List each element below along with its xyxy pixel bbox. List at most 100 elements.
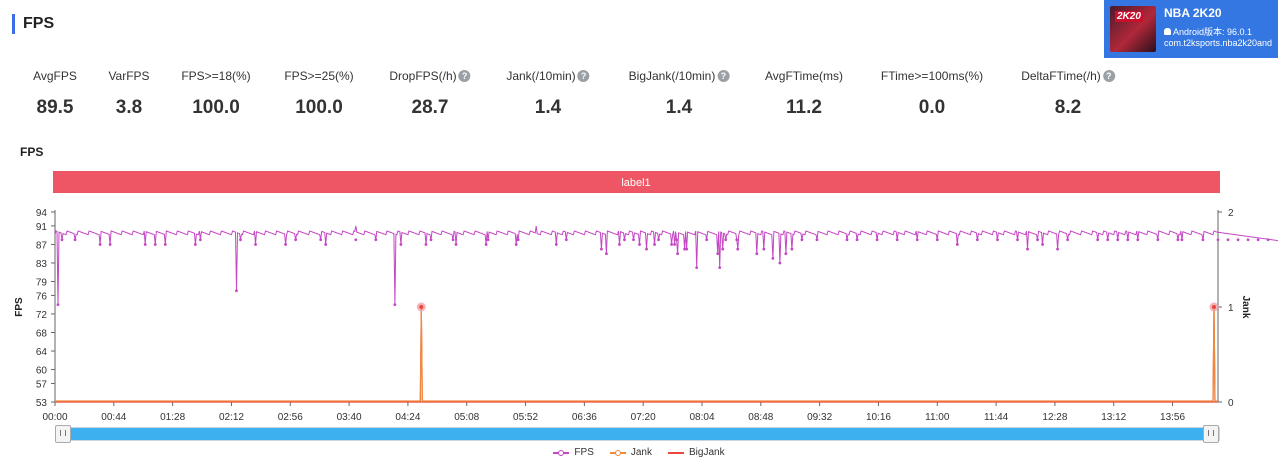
fps-dip-point bbox=[623, 238, 626, 242]
metric-label: DropFPS(/h)? bbox=[389, 68, 471, 84]
fps-dip-point bbox=[254, 243, 257, 246]
fps-dip-point bbox=[143, 243, 147, 246]
fps-dip-point bbox=[632, 238, 635, 242]
legend-item[interactable]: Jank bbox=[609, 447, 652, 458]
fps-chart[interactable]: label1 53 57 60 64 68 72 76 79 83 87 91 94 0 1 2 00:00 00… bbox=[0, 165, 1278, 430]
x-tick-label: 08:04 bbox=[689, 412, 714, 423]
slider-end-handle[interactable] bbox=[1203, 425, 1219, 443]
page-title: FPS bbox=[12, 14, 54, 34]
fps-dip-point bbox=[683, 247, 687, 251]
legend-item[interactable]: FPS bbox=[553, 447, 594, 458]
metric-5: Jank(/10min)? 1.4 bbox=[506, 68, 590, 119]
metric-1: VarFPS 3.8 bbox=[108, 68, 149, 119]
metric-value: 28.7 bbox=[411, 97, 449, 118]
fps-dip-point bbox=[239, 238, 242, 242]
fps-dip-point bbox=[1246, 238, 1250, 242]
fps-dip-point bbox=[815, 238, 819, 242]
fps-dip-point bbox=[695, 266, 699, 270]
fps-dip-point bbox=[784, 252, 788, 256]
fps-dip-point bbox=[56, 303, 60, 307]
fps-dip-point bbox=[736, 247, 740, 251]
app-os-text: Android版本: 96.0.1 bbox=[1173, 27, 1253, 37]
fps-dip-point bbox=[618, 243, 621, 246]
fps-dip-point bbox=[1016, 238, 1019, 242]
y-tick-label: 91 bbox=[36, 222, 48, 233]
time-range-slider[interactable] bbox=[55, 427, 1220, 441]
y2-tick-label: 2 bbox=[1228, 208, 1234, 219]
fps-dip-point bbox=[163, 243, 167, 246]
fps-dip-point bbox=[778, 261, 782, 265]
metric-label-text: AvgFTime(ms) bbox=[765, 69, 843, 83]
jank-event-point bbox=[1211, 305, 1216, 309]
metric-label-text: DropFPS(/h) bbox=[389, 69, 457, 83]
fps-dip-point bbox=[721, 247, 725, 251]
x-tick-label: 06:36 bbox=[572, 412, 597, 423]
y-tick-label: 57 bbox=[36, 379, 48, 390]
legend-marker bbox=[614, 449, 621, 456]
metric-label: BigJank(/10min)? bbox=[629, 68, 730, 84]
fps-dip-point bbox=[1056, 247, 1059, 251]
metric-label: FPS>=18(%) bbox=[181, 68, 250, 84]
x-tick-label: 00:00 bbox=[42, 412, 67, 423]
fps-dip-point bbox=[673, 243, 676, 246]
fps-dip-point bbox=[108, 243, 112, 246]
help-icon[interactable]: ? bbox=[717, 70, 730, 82]
metric-value: 1.4 bbox=[534, 97, 562, 118]
fps-dip-point bbox=[676, 252, 680, 256]
fps-dip-point bbox=[800, 238, 804, 242]
slider-start-handle[interactable] bbox=[55, 425, 71, 443]
fps-dip-point bbox=[1106, 238, 1110, 242]
fps-dip-point bbox=[1236, 238, 1240, 242]
legend-label: BigJank bbox=[689, 447, 725, 458]
metric-label: AvgFTime(ms) bbox=[765, 68, 843, 84]
y-tick-label: 60 bbox=[36, 366, 48, 377]
fps-dip-point bbox=[716, 252, 720, 256]
fps-dip-point bbox=[670, 243, 673, 246]
fps-dip-point bbox=[762, 247, 766, 251]
fps-dip-point bbox=[193, 243, 197, 246]
app-name: NBA 2K20 bbox=[1164, 6, 1222, 20]
metric-label: VarFPS bbox=[108, 68, 149, 84]
fps-dip-point bbox=[354, 238, 358, 242]
y-tick-label: 87 bbox=[36, 240, 48, 251]
y-axis-title: FPS bbox=[14, 297, 25, 317]
fps-dip-point bbox=[516, 238, 520, 242]
fps-dip-point bbox=[484, 243, 488, 246]
app-info-card: 2K20 NBA 2K20 Android版本: 96.0.1 com.t2ks… bbox=[1104, 0, 1278, 58]
fps-dip-point bbox=[454, 243, 458, 246]
help-icon[interactable]: ? bbox=[458, 70, 471, 82]
fps-dip-point bbox=[996, 238, 999, 242]
fps-dip-point bbox=[1036, 238, 1039, 242]
legend-item[interactable]: BigJank bbox=[668, 447, 725, 458]
y2-axis-title: Jank bbox=[1240, 296, 1251, 319]
fps-dip-point bbox=[393, 303, 397, 307]
metric-label: FPS>=25(%) bbox=[284, 68, 353, 84]
x-tick-label: 00:44 bbox=[101, 412, 126, 423]
metric-label-text: VarFPS bbox=[108, 69, 150, 83]
fps-dip-point bbox=[198, 238, 202, 242]
metric-value: 3.8 bbox=[115, 97, 143, 118]
y-tick-label: 53 bbox=[36, 398, 48, 409]
fps-dip-point bbox=[324, 243, 328, 246]
legend-label: FPS bbox=[574, 447, 594, 458]
y-tick-label: 68 bbox=[36, 328, 48, 339]
x-tick-label: 13:56 bbox=[1160, 412, 1185, 423]
chart-title: FPS bbox=[20, 145, 44, 159]
fps-dip-point bbox=[554, 243, 558, 246]
fps-dip-point bbox=[1201, 238, 1205, 242]
fps-dip-point bbox=[790, 247, 794, 251]
x-tick-label: 10:16 bbox=[866, 412, 891, 423]
metric-value: 8.2 bbox=[1054, 97, 1082, 118]
fps-dip-point bbox=[1180, 238, 1184, 242]
x-tick-label: 11:00 bbox=[925, 412, 950, 423]
fps-dip-point bbox=[60, 238, 64, 242]
help-icon[interactable]: ? bbox=[577, 70, 590, 82]
fps-dip-point bbox=[98, 243, 102, 246]
help-icon[interactable]: ? bbox=[1102, 70, 1115, 82]
metric-9: DeltaFTime(/h)? 8.2 bbox=[1021, 68, 1115, 119]
x-tick-label: 12:28 bbox=[1042, 412, 1067, 423]
metric-label: Jank(/10min)? bbox=[506, 68, 590, 84]
jank-line bbox=[55, 305, 1218, 402]
metric-8: FTime>=100ms(%) 0.0 bbox=[881, 68, 983, 119]
y-tick-label: 83 bbox=[36, 259, 48, 270]
